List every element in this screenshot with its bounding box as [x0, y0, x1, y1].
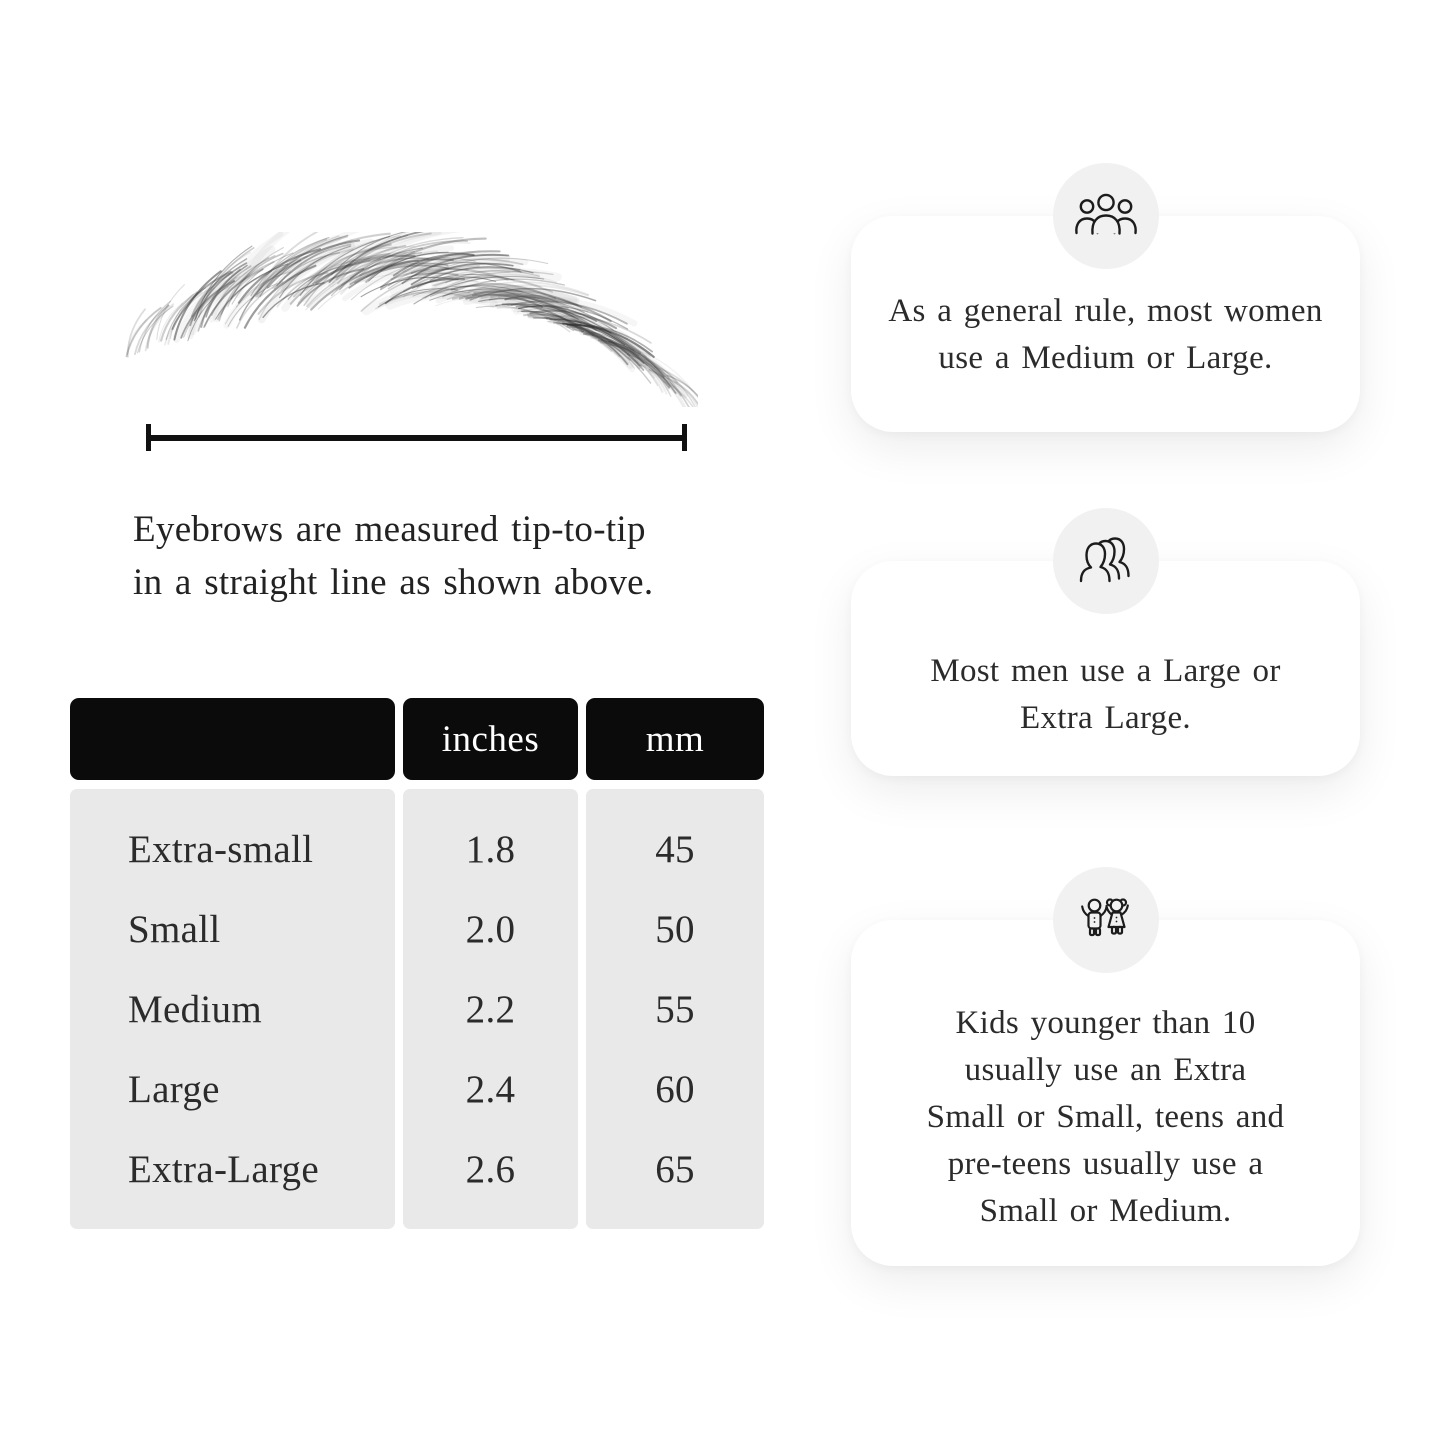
- size-label: Medium: [128, 987, 262, 1031]
- size-label: Extra-small: [128, 827, 314, 871]
- header-cell-mm: mm: [586, 698, 764, 780]
- size-table: inches mm Extra-small Small Medium Large…: [70, 698, 764, 1229]
- inches-value: 2.6: [465, 1147, 516, 1191]
- size-label-column: Extra-small Small Medium Large Extra-Lar…: [70, 789, 395, 1229]
- mm-column: 45 50 55 60 65: [586, 789, 764, 1229]
- mm-value: 65: [655, 1147, 695, 1191]
- kids-guideline-card: Kids younger than 10 usually use an Extra…: [851, 867, 1360, 1266]
- size-label: Extra-Large: [128, 1147, 319, 1191]
- children-icon: [1080, 898, 1129, 937]
- women-group-icon: [1074, 193, 1137, 235]
- measurement-line-bar: [151, 434, 682, 441]
- size-label: Large: [128, 1067, 220, 1111]
- measurement-line: [146, 424, 687, 451]
- size-label: Small: [128, 907, 221, 951]
- eyebrow-illustration: [125, 232, 698, 407]
- header-cell-blank: [70, 698, 395, 780]
- size-table-header: inches mm: [70, 698, 764, 780]
- measurement-caption: Eyebrows are measured tip-to-tip in a str…: [133, 509, 654, 603]
- mm-value: 60: [655, 1067, 695, 1111]
- women-guideline-text: As a general rule, most women use a Mediu…: [888, 293, 1323, 376]
- icon-circle: [1052, 163, 1159, 269]
- women-guideline-card: As a general rule, most women use a Mediu…: [851, 163, 1360, 432]
- men-guideline-text: Most men use a Large or Extra Large.: [930, 653, 1281, 736]
- mm-value: 55: [655, 987, 695, 1031]
- mm-value: 50: [655, 907, 695, 951]
- mm-value: 45: [655, 827, 695, 871]
- men-guideline-card: Most men use a Large or Extra Large.: [851, 508, 1360, 776]
- inches-value: 2.4: [465, 1067, 516, 1111]
- icon-circle: [1052, 867, 1159, 973]
- inches-value: 2.0: [465, 907, 516, 951]
- icon-circle: [1052, 508, 1159, 614]
- men-group-icon: [1079, 537, 1130, 583]
- kids-guideline-text: Kids younger than 10 usually use an Extra…: [926, 1005, 1285, 1229]
- inches-column: 1.8 2.0 2.2 2.4 2.6: [403, 789, 578, 1229]
- size-table-body: Extra-small Small Medium Large Extra-Lar…: [70, 789, 764, 1229]
- inches-value: 2.2: [465, 987, 516, 1031]
- inches-value: 1.8: [465, 827, 516, 871]
- header-cell-inches: inches: [403, 698, 578, 780]
